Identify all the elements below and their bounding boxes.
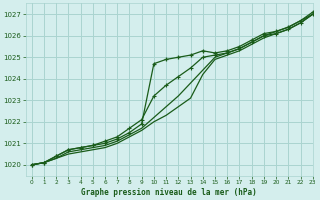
- X-axis label: Graphe pression niveau de la mer (hPa): Graphe pression niveau de la mer (hPa): [81, 188, 257, 197]
